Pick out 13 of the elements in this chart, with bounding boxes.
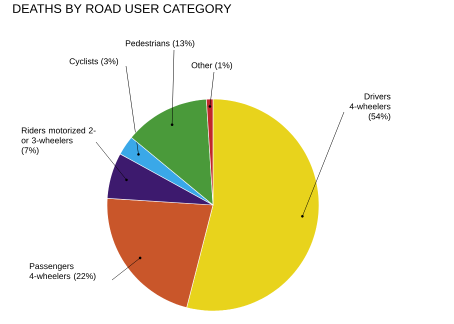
data-label: (22%) [74,272,96,281]
slice-label: Passengers 4-wheelers [29,263,74,280]
slice-label: Cyclists [70,58,98,66]
data-label: (54%) [368,113,390,122]
slice-label: Drivers 4-wheelers [350,93,390,110]
data-label: (3%) [101,58,118,66]
slice-label: Riders motorized 2- or 3-wheelers [22,127,96,144]
slice-label: Pedestrians [126,40,170,46]
chart-title: DEATHS BY ROAD USER CATEGORY [13,4,232,14]
data-label: (1%) [215,62,232,70]
data-label: (13%) [172,40,194,48]
slice-label: Other [192,62,212,68]
data-label: (7%) [22,147,39,156]
